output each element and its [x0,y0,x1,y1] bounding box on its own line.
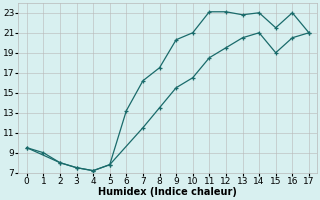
X-axis label: Humidex (Indice chaleur): Humidex (Indice chaleur) [98,187,237,197]
